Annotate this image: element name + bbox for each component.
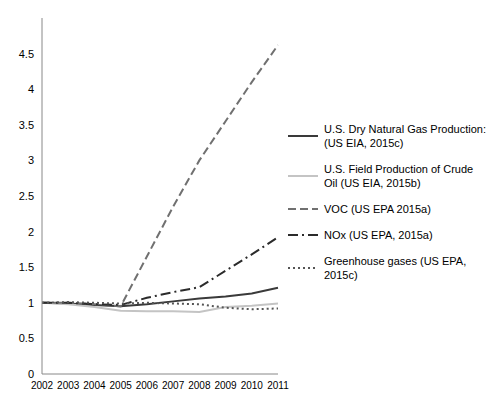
html-text:Greenhouse gases (US EPA, 2015: Greenhouse gases (US EPA, 2015c) (324, 255, 467, 281)
svg-text:2004: 2004 (83, 380, 106, 391)
svg-text:1: 1 (28, 297, 34, 309)
svg-text:3.5: 3.5 (19, 119, 34, 131)
svg-text:2008: 2008 (188, 380, 211, 391)
svg-text:1.5: 1.5 (19, 261, 34, 273)
svg-text:2005: 2005 (110, 380, 133, 391)
svg-text:2007: 2007 (162, 380, 185, 391)
svg-text:4: 4 (28, 83, 34, 95)
svg-text:2003: 2003 (57, 380, 80, 391)
html-text:U.S. Field Production of Crude: U.S. Field Production of Crude Oil (US E… (324, 163, 474, 189)
html-text:U.S. Dry Natural Gas Productio: U.S. Dry Natural Gas Production: (US EIA… (324, 123, 486, 149)
svg-text:2010: 2010 (241, 380, 264, 391)
svg-text:3: 3 (28, 154, 34, 166)
svg-text:2006: 2006 (136, 380, 159, 391)
svg-text:2009: 2009 (214, 380, 237, 391)
svg-text:0.5: 0.5 (19, 332, 34, 344)
svg-text:2: 2 (28, 226, 34, 238)
svg-text:2002: 2002 (31, 380, 54, 391)
svg-text:2011: 2011 (267, 380, 289, 391)
svg-text:0: 0 (28, 368, 34, 380)
html-text:NOx (US EPA, 2015a): NOx (US EPA, 2015a) (324, 229, 433, 241)
svg-text:4.5: 4.5 (19, 48, 34, 60)
html-text:VOC (US EPA 2015a): VOC (US EPA 2015a) (324, 203, 431, 215)
svg-text:2.5: 2.5 (19, 190, 34, 202)
